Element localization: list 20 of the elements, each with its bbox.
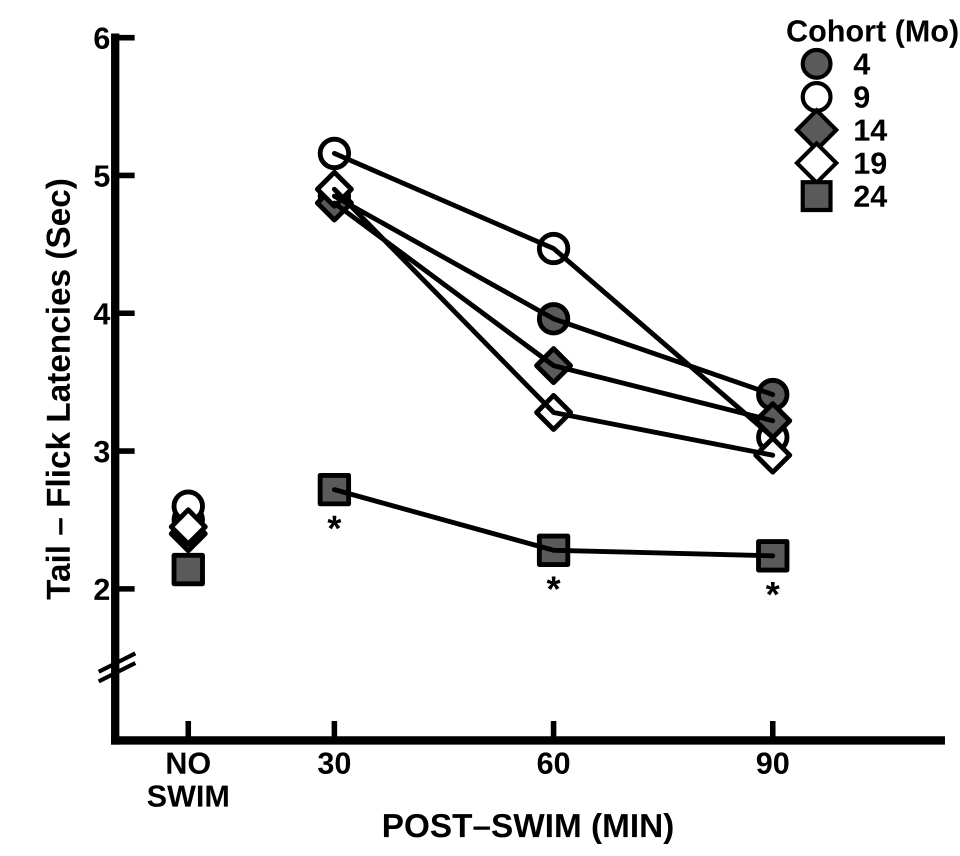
legend-label: 4 [854, 54, 870, 75]
y-tick-label: 2 [94, 578, 110, 600]
annotation: * [766, 582, 780, 596]
x-axis-title: POST–SWIM (MIN) [384, 812, 673, 844]
y-axis-title: Tail – Flick Latencies (Sec) [46, 180, 77, 600]
legend-title: Cohort (Mo) [787, 19, 958, 48]
y-tick-label: 4 [94, 303, 110, 324]
legend-label: 24 [854, 185, 888, 207]
legend-label: 19 [855, 152, 886, 174]
annotation: * [546, 576, 561, 590]
legend-label: 14 [855, 120, 888, 141]
x-tick-label: NO SWIM [148, 752, 228, 807]
x-tick-label: 90 [756, 752, 788, 774]
legend-label: 9 [854, 86, 870, 108]
y-tick-label: 3 [94, 440, 110, 462]
y-tick-label: 5 [94, 166, 110, 187]
y-tick-label: 6 [94, 27, 110, 50]
x-tick-label: 60 [538, 752, 570, 774]
annotation: * [327, 516, 342, 530]
x-tick-label: 30 [318, 752, 350, 774]
